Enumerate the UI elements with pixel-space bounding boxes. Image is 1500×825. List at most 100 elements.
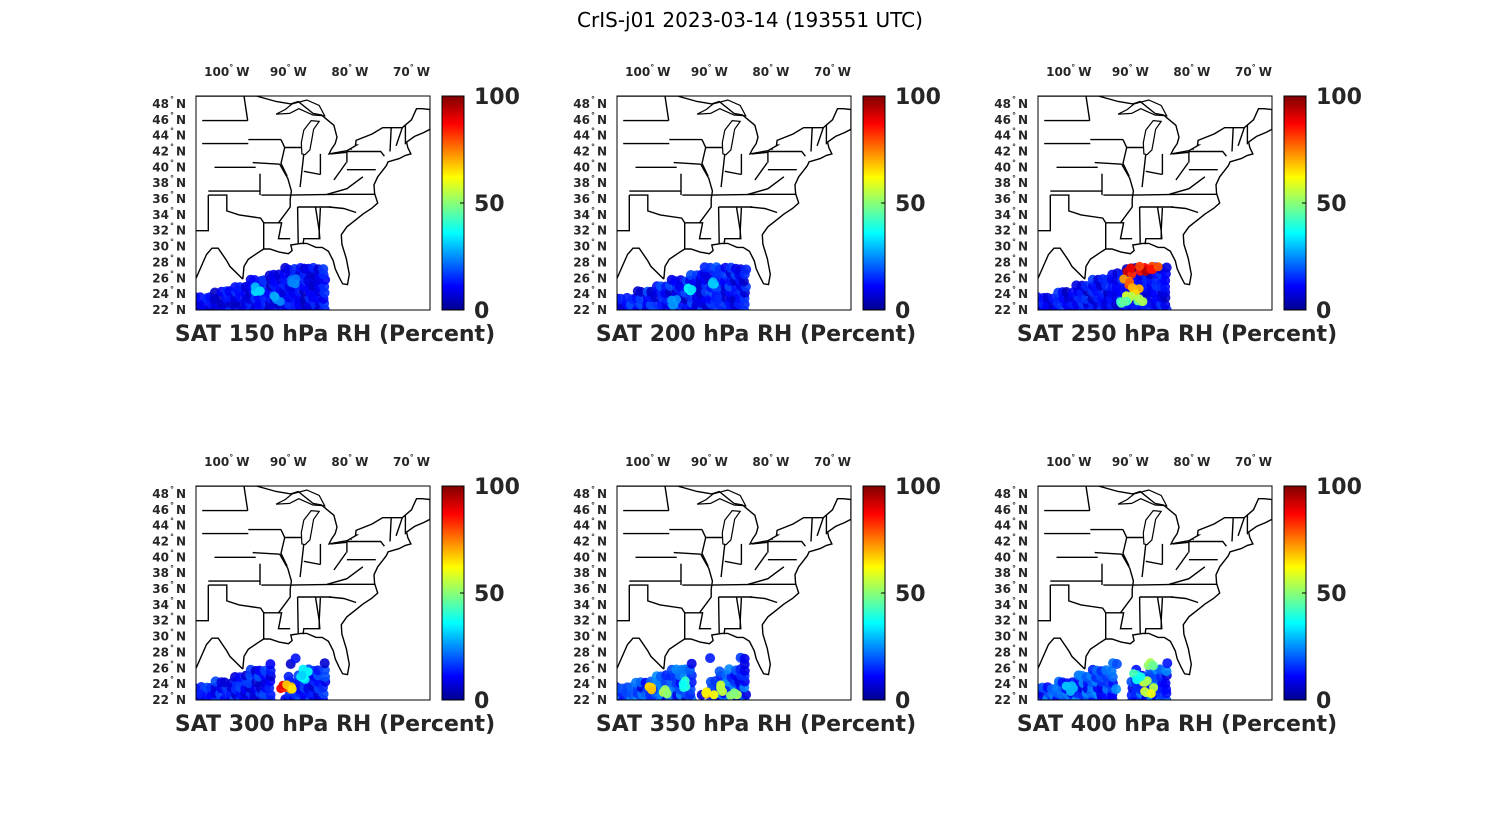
state-border (748, 566, 785, 585)
state-border (749, 596, 778, 604)
state-border (810, 517, 813, 542)
state-border (330, 151, 347, 155)
state-border (754, 162, 768, 181)
lat-tick-label: 24° N (994, 285, 1028, 301)
colorbar-tick-label: 100 (474, 475, 520, 500)
lat-tick-label: 48° N (994, 485, 1028, 501)
rh-observations (1038, 261, 1172, 310)
lat-tick-label: 36° N (573, 580, 607, 596)
lake-outline (1117, 99, 1168, 117)
lat-tick-label: 28° N (152, 253, 186, 269)
colorbar-tick-label: 100 (474, 85, 520, 110)
state-border (748, 176, 785, 195)
rh-point-high (729, 688, 739, 698)
rh-point-high (707, 279, 717, 289)
map-panel-3: 100° W 90° W 80° W 70° W 48° N46° N44° N42° N40° N38°… (994, 63, 1362, 347)
state-border (1105, 222, 1133, 240)
rh-point-high (254, 286, 264, 296)
lake-outline (275, 99, 326, 117)
lat-tick-label: 38° N (573, 174, 607, 190)
state-border (1122, 537, 1130, 567)
state-border (1170, 596, 1199, 604)
rh-observations (196, 262, 331, 310)
lat-tick-label: 22° N (994, 301, 1028, 317)
colorbar-tick-label: 0 (1316, 689, 1331, 714)
state-border (717, 596, 720, 634)
state-border (196, 585, 209, 622)
rh-point-high (1135, 261, 1145, 271)
map-content (1038, 486, 1272, 700)
lat-tick-label: 40° N (573, 548, 607, 564)
lon-tick-label: 70° W (814, 453, 851, 469)
lat-tick-label: 22° N (573, 691, 607, 707)
lake-outline (696, 489, 747, 507)
state-border (673, 161, 701, 165)
colorbar-tick-label: 100 (895, 85, 941, 110)
lon-tick-label: 80° W (752, 453, 789, 469)
lat-tick-label: 32° N (152, 612, 186, 628)
lat-tick-label: 42° N (994, 143, 1028, 159)
coastline (196, 96, 430, 286)
state-border (303, 560, 321, 566)
lat-tick-label: 44° N (994, 127, 1028, 143)
state-border (318, 207, 322, 239)
state-border (280, 537, 288, 567)
map-frame (1037, 95, 1273, 311)
state-border (299, 543, 305, 578)
lat-tick-label: 24° N (152, 675, 186, 691)
lat-tick-label: 48° N (573, 485, 607, 501)
rh-point-high (287, 278, 297, 288)
lon-tick-label: 80° W (331, 63, 368, 79)
rh-point (318, 264, 329, 275)
rh-point (1162, 658, 1173, 669)
lon-tick-label: 100° W (625, 453, 670, 469)
colorbar-tick-label: 0 (895, 299, 910, 324)
state-border (717, 206, 720, 244)
state-border (1237, 127, 1245, 147)
lake-outline (721, 509, 742, 546)
state-border (243, 486, 249, 511)
rh-point (686, 658, 697, 669)
lat-tick-label: 36° N (994, 580, 1028, 596)
lat-tick-label: 32° N (994, 222, 1028, 238)
panel-xlabel: SAT 250 hPa RH (Percent) (1017, 322, 1337, 347)
state-border (296, 596, 299, 634)
state-border (1169, 176, 1206, 195)
lon-tick-label: 90° W (1112, 453, 1149, 469)
lat-tick-label: 42° N (994, 533, 1028, 549)
state-border (749, 206, 778, 214)
rh-point (739, 653, 750, 664)
lat-tick-label: 48° N (152, 485, 186, 501)
state-border (698, 199, 712, 224)
state-border (1188, 540, 1227, 547)
rh-point (635, 294, 646, 305)
lat-tick-label: 28° N (152, 643, 186, 659)
lat-tick-label: 24° N (573, 675, 607, 691)
lake-outline (1142, 119, 1163, 156)
lon-tick-label: 70° W (393, 63, 430, 79)
coastline (1038, 486, 1272, 676)
state-border (701, 537, 709, 567)
lat-tick-label: 40° N (152, 158, 186, 174)
state-border (389, 517, 392, 542)
lat-tick-label: 48° N (573, 95, 607, 111)
lat-tick-label: 44° N (994, 517, 1028, 533)
rh-point (1161, 262, 1172, 273)
state-border (751, 541, 768, 545)
lat-tick-label: 30° N (994, 628, 1028, 644)
lat-tick-label: 26° N (994, 269, 1028, 285)
state-border (1170, 206, 1199, 214)
state-border (1119, 589, 1133, 614)
map-panel-6: 100° W 90° W 80° W 70° W 48° N46° N44° N42° N40° N38°… (994, 453, 1362, 737)
map-content (196, 96, 430, 310)
state-border (318, 597, 322, 629)
lat-tick-label: 40° N (573, 158, 607, 174)
state-border (1237, 517, 1245, 537)
lat-tick-label: 38° N (152, 564, 186, 580)
colorbar-tick-label: 0 (895, 689, 910, 714)
lon-tick-label: 90° W (1112, 63, 1149, 79)
lat-tick-label: 44° N (573, 127, 607, 143)
map-content (1038, 96, 1272, 310)
map-panel-2: 100° W 90° W 80° W 70° W 48° N46° N44° N42° N40° N38°… (573, 63, 941, 347)
